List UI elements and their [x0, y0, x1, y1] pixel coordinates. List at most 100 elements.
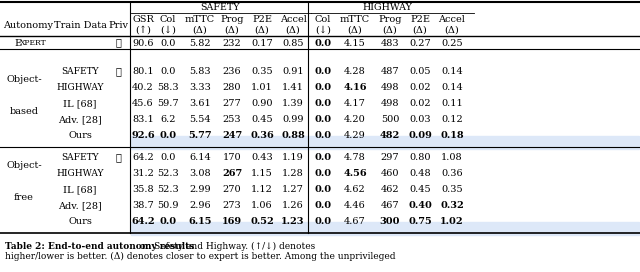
- Text: ✓: ✓: [115, 153, 121, 162]
- Text: 92.6: 92.6: [131, 131, 155, 141]
- Text: 0.75: 0.75: [408, 218, 432, 227]
- Text: P2E: P2E: [252, 16, 272, 24]
- Text: mTTC: mTTC: [185, 16, 215, 24]
- Text: 38.7: 38.7: [132, 202, 154, 211]
- Text: 270: 270: [223, 186, 241, 194]
- Text: 0.02: 0.02: [409, 84, 431, 92]
- Text: 59.7: 59.7: [157, 100, 179, 109]
- Text: E: E: [14, 39, 21, 48]
- Text: 0.35: 0.35: [251, 67, 273, 76]
- Text: P2E: P2E: [410, 16, 430, 24]
- Text: 460: 460: [381, 169, 399, 178]
- Bar: [131, 136, 639, 149]
- Text: Adv. [28]: Adv. [28]: [58, 116, 102, 125]
- Text: 4.16: 4.16: [343, 84, 367, 92]
- Text: 5.82: 5.82: [189, 39, 211, 48]
- Text: 1.26: 1.26: [282, 202, 304, 211]
- Text: SAFETY: SAFETY: [200, 4, 240, 13]
- Text: SAFETY: SAFETY: [61, 153, 99, 162]
- Text: 0.0: 0.0: [314, 169, 332, 178]
- Text: 0.18: 0.18: [440, 131, 464, 141]
- Text: (Δ): (Δ): [255, 26, 269, 35]
- Text: Col: Col: [160, 16, 176, 24]
- Text: 52.3: 52.3: [157, 186, 179, 194]
- Text: 0.36: 0.36: [441, 169, 463, 178]
- Text: (Δ): (Δ): [285, 26, 300, 35]
- Text: 40.2: 40.2: [132, 84, 154, 92]
- Text: 2.99: 2.99: [189, 186, 211, 194]
- Text: 0.91: 0.91: [282, 67, 304, 76]
- Text: 0.09: 0.09: [408, 131, 432, 141]
- Text: 83.1: 83.1: [132, 116, 154, 125]
- Text: 0.80: 0.80: [409, 153, 431, 162]
- Text: XPERT: XPERT: [20, 39, 47, 47]
- Text: 1.12: 1.12: [251, 186, 273, 194]
- Text: (Δ): (Δ): [383, 26, 397, 35]
- Text: Prog: Prog: [378, 16, 402, 24]
- Text: (Δ): (Δ): [413, 26, 428, 35]
- Text: 0.11: 0.11: [441, 100, 463, 109]
- Text: ✓: ✓: [115, 67, 121, 76]
- Text: 0.45: 0.45: [409, 186, 431, 194]
- Text: 1.28: 1.28: [282, 169, 304, 178]
- Text: 0.45: 0.45: [251, 116, 273, 125]
- Text: 0.0: 0.0: [160, 39, 176, 48]
- Text: 6.14: 6.14: [189, 153, 211, 162]
- Text: 1.15: 1.15: [251, 169, 273, 178]
- Text: HIGHWAY: HIGHWAY: [56, 84, 104, 92]
- Text: 3.08: 3.08: [189, 169, 211, 178]
- Text: 273: 273: [223, 202, 241, 211]
- Text: 4.46: 4.46: [344, 202, 366, 211]
- Text: Object-: Object-: [6, 162, 42, 171]
- Text: 4.28: 4.28: [344, 67, 366, 76]
- Text: 0.14: 0.14: [441, 67, 463, 76]
- Text: 247: 247: [222, 131, 242, 141]
- Text: based: based: [10, 107, 38, 116]
- Text: 2.96: 2.96: [189, 202, 211, 211]
- Text: 6.2: 6.2: [160, 116, 176, 125]
- Text: 4.56: 4.56: [343, 169, 367, 178]
- Text: 277: 277: [223, 100, 241, 109]
- Text: (Δ): (Δ): [225, 26, 239, 35]
- Text: 0.0: 0.0: [314, 116, 332, 125]
- Text: 0.48: 0.48: [409, 169, 431, 178]
- Text: 0.0: 0.0: [160, 67, 176, 76]
- Text: 0.0: 0.0: [314, 153, 332, 162]
- Text: on Safety and Highway. (↑/↓) denotes: on Safety and Highway. (↑/↓) denotes: [137, 242, 316, 251]
- Text: 0.0: 0.0: [314, 84, 332, 92]
- Text: Ours: Ours: [68, 218, 92, 227]
- Text: 498: 498: [381, 100, 399, 109]
- Text: 3.61: 3.61: [189, 100, 211, 109]
- Text: 0.12: 0.12: [441, 116, 463, 125]
- Text: 4.17: 4.17: [344, 100, 366, 109]
- Text: 1.01: 1.01: [251, 84, 273, 92]
- Text: 5.83: 5.83: [189, 67, 211, 76]
- Text: 0.17: 0.17: [251, 39, 273, 48]
- Text: 500: 500: [381, 116, 399, 125]
- Text: Table 2: End-to-end autonomy results: Table 2: End-to-end autonomy results: [5, 242, 195, 251]
- Text: 169: 169: [222, 218, 242, 227]
- Text: free: free: [14, 193, 34, 202]
- Text: 267: 267: [222, 169, 242, 178]
- Text: Autonomy: Autonomy: [3, 20, 53, 29]
- Text: GSR: GSR: [132, 16, 154, 24]
- Text: 64.2: 64.2: [131, 218, 155, 227]
- Text: 6.15: 6.15: [188, 218, 212, 227]
- Text: 280: 280: [223, 84, 241, 92]
- Text: 0.25: 0.25: [441, 39, 463, 48]
- Text: Prog: Prog: [220, 16, 244, 24]
- Text: 0.14: 0.14: [441, 84, 463, 92]
- Text: 0.0: 0.0: [314, 100, 332, 109]
- Text: Accel: Accel: [438, 16, 465, 24]
- Text: 1.39: 1.39: [282, 100, 304, 109]
- Text: 4.67: 4.67: [344, 218, 366, 227]
- Text: 498: 498: [381, 84, 399, 92]
- Text: 0.36: 0.36: [250, 131, 274, 141]
- Text: 0.0: 0.0: [314, 67, 332, 76]
- Text: 4.29: 4.29: [344, 131, 366, 141]
- Text: 45.6: 45.6: [132, 100, 154, 109]
- Text: 467: 467: [381, 202, 399, 211]
- Text: Adv. [28]: Adv. [28]: [58, 202, 102, 211]
- Text: IL [68]: IL [68]: [63, 186, 97, 194]
- Text: 1.02: 1.02: [440, 218, 464, 227]
